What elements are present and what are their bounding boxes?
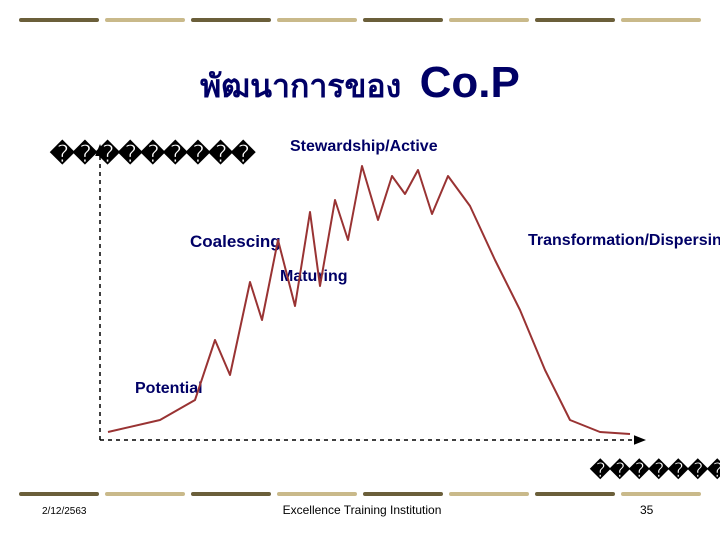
rule-segment <box>621 492 701 496</box>
rule-segment <box>19 492 99 496</box>
footer-date: 2/12/2563 <box>42 506 87 517</box>
chart-series <box>108 166 630 434</box>
rule-segment <box>363 492 443 496</box>
footer-center: Excellence Training Institution <box>252 503 472 517</box>
rule-segment <box>449 492 529 496</box>
rule-segment <box>277 492 357 496</box>
footer-page-number: 35 <box>640 503 653 517</box>
rule-segment <box>535 492 615 496</box>
bottom-decorative-rule <box>0 492 720 496</box>
rule-segment <box>105 492 185 496</box>
rule-segment <box>191 492 271 496</box>
slide: พัฒนาการของ Co.P ��������� Stewardship/A… <box>0 0 720 540</box>
chart-axes <box>95 144 646 445</box>
x-axis-label: ������� <box>590 458 720 483</box>
